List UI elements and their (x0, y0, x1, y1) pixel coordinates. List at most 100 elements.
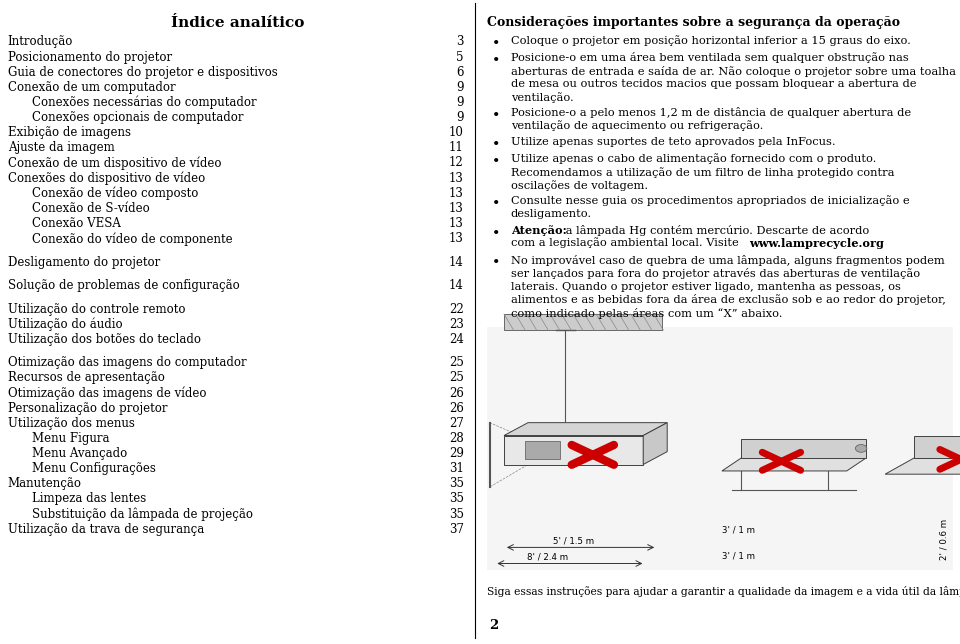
Text: Desligamento do projetor: Desligamento do projetor (8, 256, 160, 269)
Text: •: • (492, 256, 500, 270)
Text: •: • (492, 138, 500, 153)
Text: Atenção:: Atenção: (511, 225, 566, 236)
Text: 5: 5 (456, 51, 464, 64)
Text: •: • (492, 155, 500, 169)
Text: 22: 22 (449, 303, 464, 316)
Text: 25: 25 (449, 356, 464, 369)
Text: Solução de problemas de configuração: Solução de problemas de configuração (8, 279, 239, 292)
Text: .: . (852, 238, 855, 247)
Text: 10: 10 (449, 126, 464, 139)
Text: 29: 29 (449, 447, 464, 460)
Text: Introdução: Introdução (8, 35, 73, 48)
Text: Menu Configurações: Menu Configurações (32, 462, 156, 475)
Text: Siga essas instruções para ajudar a garantir a qualidade da imagem e a vida útil: Siga essas instruções para ajudar a gara… (487, 586, 960, 597)
Text: Ajuste da imagem: Ajuste da imagem (8, 141, 114, 155)
Text: Conexões do dispositivo de vídeo: Conexões do dispositivo de vídeo (8, 171, 204, 185)
Text: 2' / 0.6 m: 2' / 0.6 m (940, 519, 948, 560)
Text: 35: 35 (448, 493, 464, 506)
FancyBboxPatch shape (487, 327, 953, 570)
Text: 13: 13 (449, 187, 464, 200)
Text: 37: 37 (448, 523, 464, 536)
Text: No improvável caso de quebra de uma lâmpada, alguns fragmentos podem
ser lançado: No improvável caso de quebra de uma lâmp… (511, 254, 946, 319)
Text: 14: 14 (449, 279, 464, 292)
Text: 3' / 1 m: 3' / 1 m (722, 526, 755, 535)
Text: 13: 13 (449, 202, 464, 215)
Text: •: • (492, 37, 500, 52)
Text: Índice analítico: Índice analítico (171, 16, 304, 30)
Text: 23: 23 (449, 317, 464, 330)
Text: Otimização das imagens do computador: Otimização das imagens do computador (8, 356, 247, 369)
Text: Posicione-o a pelo menos 1,2 m de distância de qualquer abertura de
ventilação d: Posicione-o a pelo menos 1,2 m de distân… (511, 107, 911, 131)
Text: 35: 35 (448, 477, 464, 490)
Polygon shape (722, 458, 866, 471)
Text: Conexão de um computador: Conexão de um computador (8, 81, 176, 94)
Text: Manutenção: Manutenção (8, 477, 82, 490)
Text: Personalização do projetor: Personalização do projetor (8, 402, 167, 415)
Text: •: • (492, 227, 500, 241)
Text: Utilize apenas suportes de teto aprovados pela InFocus.: Utilize apenas suportes de teto aprovado… (511, 137, 835, 147)
Text: 9: 9 (456, 111, 464, 124)
Text: Considerações importantes sobre a segurança da operação: Considerações importantes sobre a segura… (487, 16, 900, 29)
Text: Utilização do controle remoto: Utilização do controle remoto (8, 303, 185, 316)
Text: 5' / 1.5 m: 5' / 1.5 m (553, 536, 594, 545)
Text: a lâmpada Hg contém mercúrio. Descarte de acordo: a lâmpada Hg contém mercúrio. Descarte d… (562, 225, 869, 236)
Text: Otimização das imagens de vídeo: Otimização das imagens de vídeo (8, 386, 206, 400)
Text: 9: 9 (456, 96, 464, 109)
Text: Conexão do vídeo de componente: Conexão do vídeo de componente (32, 232, 232, 245)
Polygon shape (525, 441, 560, 459)
Text: Conexão de vídeo composto: Conexão de vídeo composto (32, 187, 198, 200)
Text: 3: 3 (456, 35, 464, 48)
Circle shape (855, 444, 867, 452)
Text: 27: 27 (449, 417, 464, 430)
Text: 25: 25 (449, 372, 464, 384)
Polygon shape (504, 435, 643, 464)
Text: Guia de conectores do projetor e dispositivos: Guia de conectores do projetor e disposi… (8, 66, 277, 79)
Text: 8' / 2.4 m: 8' / 2.4 m (527, 553, 568, 562)
Text: Posicione-o em uma área bem ventilada sem qualquer obstrução nas
aberturas de en: Posicione-o em uma área bem ventilada se… (511, 52, 956, 103)
Text: Utilização da trava de segurança: Utilização da trava de segurança (8, 523, 204, 536)
Text: Utilização dos botões do teclado: Utilização dos botões do teclado (8, 333, 201, 346)
Text: 3' / 1 m: 3' / 1 m (722, 551, 755, 560)
Text: Conexão de um dispositivo de vídeo: Conexão de um dispositivo de vídeo (8, 156, 221, 170)
Text: Substituição da lâmpada de projeção: Substituição da lâmpada de projeção (32, 507, 252, 521)
Text: 2: 2 (490, 620, 499, 632)
Polygon shape (504, 314, 662, 330)
Text: Limpeza das lentes: Limpeza das lentes (32, 493, 146, 506)
Text: •: • (492, 198, 500, 211)
Polygon shape (914, 435, 960, 458)
Text: •: • (492, 109, 500, 123)
Text: 13: 13 (449, 232, 464, 245)
Text: Utilização do áudio: Utilização do áudio (8, 317, 122, 331)
Text: Menu Figura: Menu Figura (32, 432, 109, 445)
Text: com a legislação ambiental local. Visite: com a legislação ambiental local. Visite (511, 238, 742, 249)
Text: 13: 13 (449, 217, 464, 230)
Text: Posicionamento do projetor: Posicionamento do projetor (8, 51, 172, 64)
Text: Conexão VESA: Conexão VESA (32, 217, 121, 230)
Text: Conexões necessárias do computador: Conexões necessárias do computador (32, 96, 256, 109)
Text: •: • (492, 54, 500, 68)
Polygon shape (885, 458, 960, 474)
Text: Utilize apenas o cabo de alimentação fornecido com o produto.
Recomendamos a uti: Utilize apenas o cabo de alimentação for… (511, 153, 894, 191)
Text: 12: 12 (449, 156, 464, 169)
Text: Coloque o projetor em posição horizontal inferior a 15 graus do eixo.: Coloque o projetor em posição horizontal… (511, 35, 911, 46)
Polygon shape (643, 422, 667, 464)
Text: Utilização dos menus: Utilização dos menus (8, 417, 134, 430)
Text: Menu Avançado: Menu Avançado (32, 447, 127, 460)
Text: 24: 24 (449, 333, 464, 346)
Text: 14: 14 (449, 256, 464, 269)
Text: www.lamprecycle.org: www.lamprecycle.org (749, 238, 884, 249)
Polygon shape (741, 439, 866, 458)
Text: Conexões opcionais de computador: Conexões opcionais de computador (32, 111, 243, 124)
Text: Consulte nesse guia os procedimentos apropriados de inicialização e
desligamento: Consulte nesse guia os procedimentos apr… (511, 196, 909, 219)
Text: 13: 13 (449, 171, 464, 185)
Text: 28: 28 (449, 432, 464, 445)
Text: 26: 26 (449, 386, 464, 399)
Text: 26: 26 (449, 402, 464, 415)
Text: 9: 9 (456, 81, 464, 94)
Text: 31: 31 (449, 462, 464, 475)
Text: 35: 35 (448, 507, 464, 520)
Text: Exibição de imagens: Exibição de imagens (8, 126, 131, 139)
Text: 11: 11 (449, 141, 464, 155)
Text: Recursos de apresentação: Recursos de apresentação (8, 372, 164, 384)
Text: Conexão de S-vídeo: Conexão de S-vídeo (32, 202, 150, 215)
